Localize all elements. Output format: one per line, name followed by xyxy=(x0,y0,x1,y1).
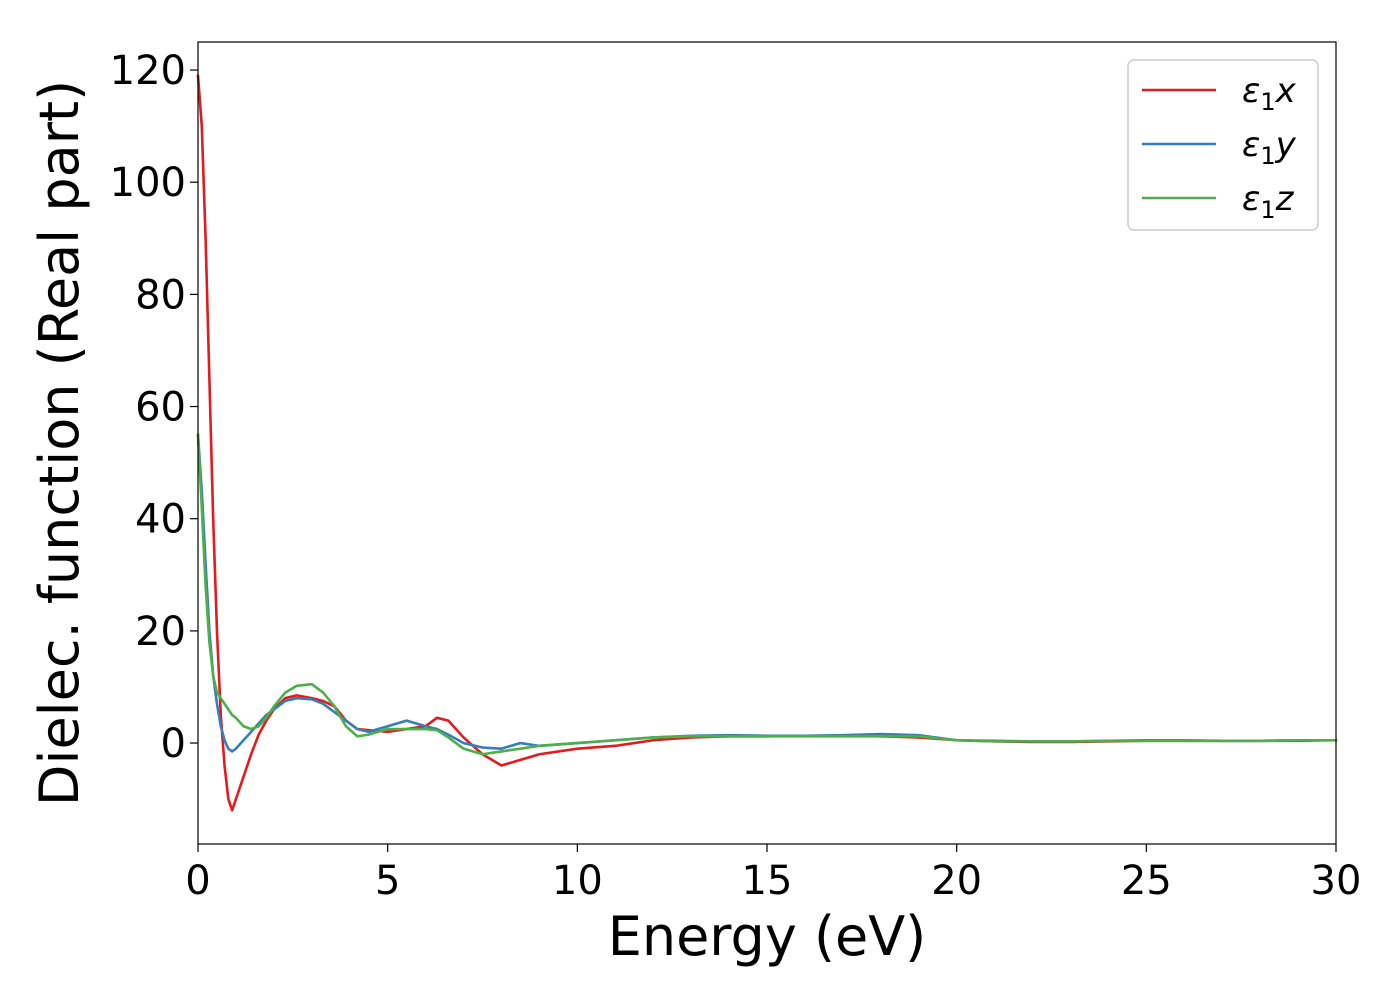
y-tick-label: 20 xyxy=(135,609,186,655)
x-axis-ticks: 0 5 10 15 20 25 30 xyxy=(185,844,1361,904)
x-tick-label: 10 xyxy=(552,858,603,904)
x-tick-label: 5 xyxy=(375,858,400,904)
x-tick-label: 0 xyxy=(185,858,210,904)
x-tick-label: 25 xyxy=(1121,858,1172,904)
x-tick-label: 30 xyxy=(1311,858,1362,904)
y-tick-label: 80 xyxy=(135,272,186,318)
legend: ε1x ε1y ε1z xyxy=(1127,59,1319,231)
legend-label-y: ε1y xyxy=(1242,125,1297,170)
x-tick-label: 15 xyxy=(742,858,793,904)
legend-label-x: ε1x xyxy=(1242,71,1297,116)
series-line-z xyxy=(196,433,1338,756)
legend-label-z: ε1z xyxy=(1242,179,1295,224)
y-axis-label: Dielec. function (Real part) xyxy=(28,80,91,806)
y-tick-label: 0 xyxy=(161,721,186,767)
y-tick-label: 40 xyxy=(135,497,186,543)
legend-box xyxy=(1127,59,1319,231)
x-tick-label: 20 xyxy=(931,858,982,904)
y-tick-label: 120 xyxy=(110,48,186,94)
x-axis-label: Energy (eV) xyxy=(608,905,927,968)
series-group xyxy=(196,74,1338,812)
y-axis-ticks: 0 20 40 60 80 100 120 xyxy=(110,48,198,767)
y-tick-label: 60 xyxy=(135,385,186,431)
y-tick-label: 100 xyxy=(110,160,186,206)
